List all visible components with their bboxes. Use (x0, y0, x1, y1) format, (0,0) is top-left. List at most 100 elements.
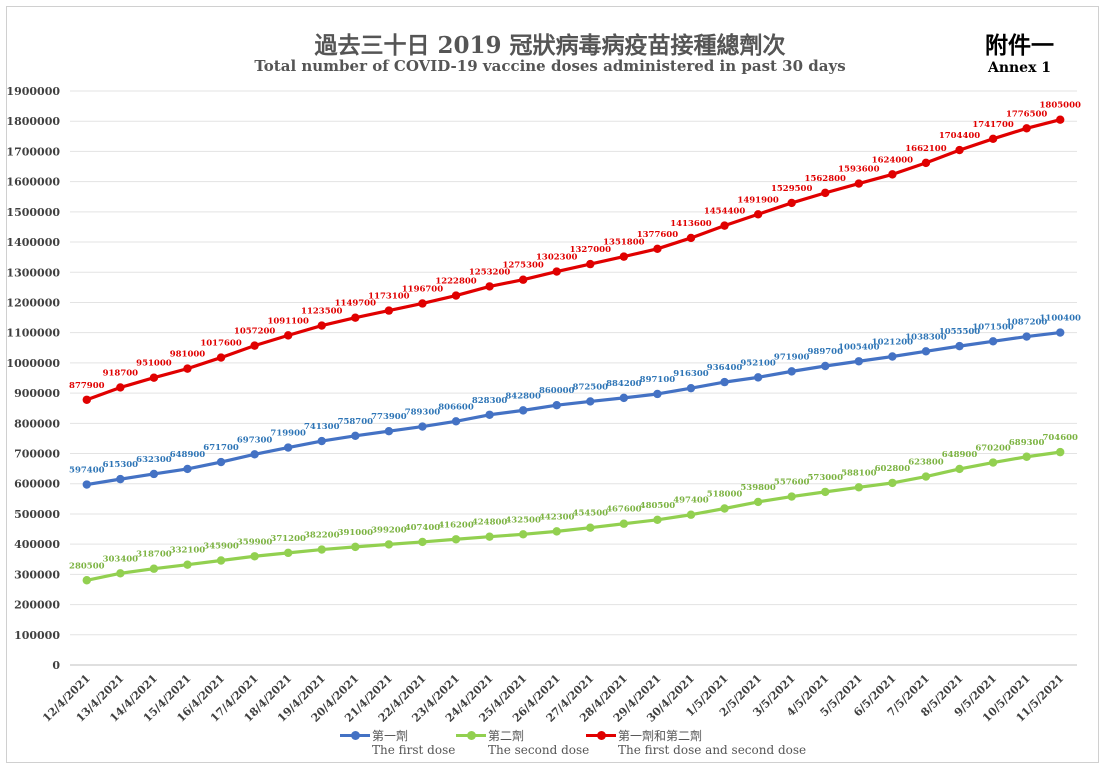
data-label: 951000 (136, 359, 172, 369)
y-tick-label: 200000 (14, 599, 60, 612)
data-label: 1100400 (1040, 314, 1081, 324)
y-tick-label: 300000 (14, 568, 60, 581)
data-point (384, 540, 394, 549)
y-tick-label: 1000000 (6, 357, 60, 370)
data-point (955, 341, 964, 351)
data-point (116, 383, 125, 392)
data-label: 1017600 (200, 339, 241, 349)
data-label: 632300 (136, 455, 172, 465)
data-point (216, 457, 226, 467)
data-point (384, 306, 394, 315)
data-label: 1302300 (536, 253, 577, 263)
data-point (283, 548, 293, 558)
data-label: 671700 (203, 443, 239, 453)
data-label: 597400 (69, 466, 105, 476)
data-label: 345900 (203, 542, 239, 552)
data-point (821, 487, 830, 497)
data-label: 332100 (170, 546, 206, 556)
legend-marker-second-dose (467, 731, 476, 740)
data-point (988, 337, 998, 346)
data-point (821, 188, 830, 198)
data-point (552, 400, 561, 410)
data-label: 1196700 (402, 284, 443, 294)
data-label: 467600 (606, 505, 642, 515)
data-point (283, 443, 293, 452)
data-point (686, 233, 696, 243)
data-point (149, 373, 159, 382)
chart-title-zh: 過去三十日 2019 冠狀病毒病疫苗接種總劑次 (314, 32, 786, 59)
data-label: 1123500 (301, 307, 342, 317)
data-label: 382200 (304, 531, 340, 541)
data-point (988, 458, 998, 467)
data-label: 1454400 (704, 207, 745, 217)
data-label: 588100 (841, 468, 877, 478)
data-point (451, 291, 461, 300)
y-tick-label: 1200000 (6, 296, 60, 309)
data-label: 615300 (103, 460, 139, 470)
data-point (921, 347, 931, 356)
data-label: 416200 (438, 520, 474, 530)
data-label: 741300 (304, 422, 340, 432)
data-point (653, 244, 662, 254)
data-point (619, 393, 629, 403)
y-tick-label: 1800000 (6, 115, 60, 128)
data-point (317, 545, 326, 554)
data-label: 318700 (136, 550, 172, 560)
data-point (552, 267, 561, 276)
data-point (653, 515, 662, 525)
data-point (518, 406, 528, 415)
data-label: 1057200 (234, 327, 275, 337)
data-label: 1327000 (570, 245, 611, 255)
data-label: 1173100 (368, 292, 409, 302)
data-point (955, 145, 964, 155)
y-tick-label: 600000 (14, 478, 60, 491)
data-label: 989700 (808, 347, 844, 357)
data-point (216, 556, 226, 565)
data-point (250, 341, 259, 350)
y-tick-label: 100000 (14, 629, 60, 642)
data-point (351, 542, 360, 552)
data-label: 1741700 (972, 120, 1013, 130)
data-point (82, 576, 91, 585)
data-point (686, 383, 696, 393)
data-label: 860000 (539, 386, 575, 396)
legend-label-zh: 第一劑和第二劑 (618, 729, 703, 743)
data-point (1056, 328, 1065, 337)
data-label: 1149700 (335, 299, 376, 309)
data-label: 1662100 (905, 144, 946, 154)
data-point (351, 431, 360, 440)
data-point (619, 252, 629, 261)
data-label: 623800 (908, 458, 944, 468)
data-label: 1038300 (905, 332, 946, 342)
data-label: 280500 (69, 561, 105, 571)
data-point (149, 469, 159, 479)
data-label: 1351800 (603, 238, 644, 248)
data-label: 1091100 (267, 316, 308, 326)
data-label: 789300 (405, 408, 441, 418)
data-label: 704600 (1042, 433, 1078, 443)
series-line-2 (86, 118, 1061, 402)
y-tick-label: 1100000 (6, 327, 60, 340)
data-point (485, 282, 494, 291)
y-tick-label: 400000 (14, 538, 60, 551)
data-label: 916300 (673, 369, 709, 379)
data-label: 442300 (539, 512, 575, 522)
data-label: 719900 (270, 429, 306, 439)
data-label: 432500 (505, 515, 541, 525)
data-point (250, 552, 259, 561)
data-point (653, 389, 662, 399)
data-label: 557600 (774, 478, 810, 488)
data-label: 1275300 (502, 261, 543, 271)
data-label: 884200 (606, 379, 642, 389)
data-point (317, 321, 326, 330)
data-label: 1805000 (1040, 101, 1081, 111)
data-point (854, 357, 864, 366)
data-label: 1624000 (872, 155, 913, 165)
y-tick-label: 1300000 (6, 266, 60, 279)
data-point (485, 410, 494, 419)
data-point (418, 537, 427, 547)
data-point (418, 422, 427, 431)
data-point (317, 436, 326, 446)
data-point (753, 497, 763, 507)
